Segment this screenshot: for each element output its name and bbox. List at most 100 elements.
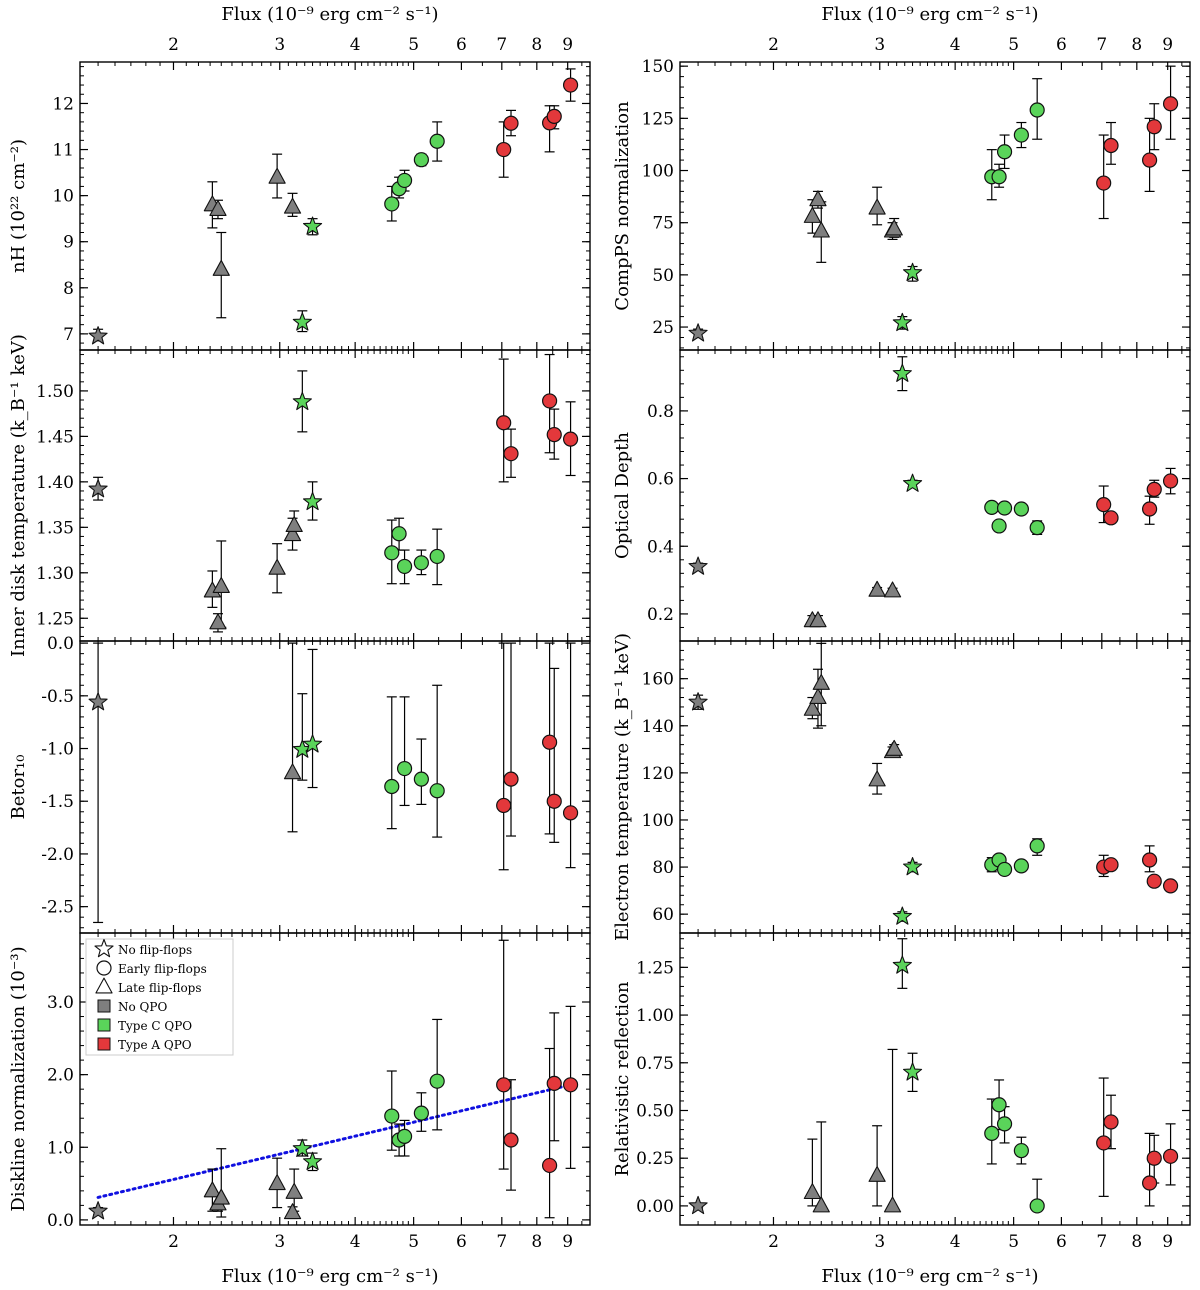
y-tick-label: 1.45 [36, 427, 74, 447]
x-tick-label: 4 [350, 1232, 361, 1252]
star-point-gray [88, 692, 108, 711]
circle-point-red [1141, 1175, 1158, 1191]
x-tick-label: 2 [768, 1232, 779, 1252]
y-tick-label: 1.30 [36, 564, 74, 584]
circle-point-red [1103, 137, 1119, 154]
circle-point-red [496, 141, 512, 158]
y-tick-label: 140 [642, 717, 674, 737]
triangle-point-gray [883, 581, 902, 598]
legend-label-no-flip-flops: No flip-flops [118, 943, 192, 957]
x-tick-label: 5 [1008, 1232, 1019, 1252]
x-tick-label: 4 [950, 1232, 961, 1252]
circle-point-green [1013, 501, 1029, 517]
x-tick-label: 6 [1056, 1232, 1067, 1252]
plot-area [688, 938, 1179, 1215]
star-point-green [902, 473, 923, 492]
error-bar [287, 642, 298, 833]
panel-electron-temperature: 60 80 100 120 140 160 Electron temperature (k_… [612, 633, 1191, 941]
y-tick-label: 0.4 [647, 537, 674, 557]
y-tick-label: 8 [63, 279, 74, 299]
y-tick-label: 0.2 [647, 605, 674, 625]
triangle-point-gray [268, 167, 286, 184]
triangle-point-gray [283, 525, 302, 542]
circle-point-green [991, 1097, 1007, 1113]
error-bar [307, 648, 318, 789]
circle-point-red [1162, 96, 1179, 112]
circle-point-red [1096, 1135, 1112, 1151]
y-ticks: 25 50 75 100 125 150 [642, 57, 1190, 349]
y-tick-label: 0.25 [636, 1149, 674, 1169]
triangle-point-gray [803, 206, 822, 223]
circle-point-green [396, 760, 413, 777]
circle-point-red [503, 771, 519, 787]
y-tick-label: -2.0 [41, 845, 74, 865]
error-bar [386, 696, 397, 830]
x-tick-label: 2 [768, 35, 779, 55]
star-point-gray [688, 1195, 708, 1215]
circle-point-green [984, 1125, 1000, 1141]
circle-point-green [384, 778, 400, 795]
circle-point-red [1146, 1150, 1162, 1166]
plot-area [88, 68, 579, 345]
x-tick-label: 3 [274, 1232, 285, 1252]
y-axis-title: Relativistic reflection [612, 981, 633, 1176]
y-tick-label: 1.00 [636, 1006, 674, 1026]
y-tick-label: 150 [642, 57, 674, 77]
y-tick-label: 0.0 [47, 634, 74, 654]
circle-point-red [1141, 501, 1158, 517]
star-point-green [302, 1151, 323, 1171]
star-point-gray [88, 1201, 108, 1220]
error-bar [549, 667, 560, 843]
x-tick-label: 6 [456, 1232, 467, 1252]
triangle-point-gray [809, 688, 827, 705]
legend-label-type-a-qpo: Type A QPO [118, 1038, 192, 1052]
circle-point-red [1096, 175, 1112, 191]
y-ticks: 0.0 1.0 2.0 3.0 [47, 943, 590, 1231]
circle-point-green [429, 1073, 445, 1089]
y-tick-label: 9 [63, 233, 74, 253]
circle-point-green [996, 500, 1013, 516]
legend: No flip-flops Early flip-flops Late flip… [85, 938, 234, 1056]
plot-area [88, 642, 579, 924]
y-tick-label: 60 [652, 905, 674, 925]
x-tick-label: 7 [1096, 35, 1107, 55]
x-tick-label: 4 [950, 35, 961, 55]
circle-point-red [496, 797, 512, 814]
error-bar [544, 1047, 555, 1219]
x-tick-label: 5 [408, 1232, 419, 1252]
y-axis-title: Inner disk temperature (k_B⁻¹ keV) [8, 334, 29, 657]
triangle-point-gray [883, 1196, 902, 1213]
circle-point-red [541, 1157, 558, 1174]
y-tick-label: 0.8 [647, 402, 674, 422]
circle-point-green [429, 548, 445, 565]
legend-marker-circle [96, 960, 112, 976]
right-bottom-xlabel: Flux (10⁻⁹ erg cm⁻² s⁻¹) [821, 1266, 1038, 1287]
y-tick-label: 50 [652, 266, 674, 286]
y-axis-title: Optical Depth [612, 432, 633, 559]
circle-point-green [391, 526, 407, 542]
triangle-point-gray [885, 739, 903, 756]
y-tick-label: 0.6 [647, 470, 674, 490]
circle-point-red [562, 431, 579, 447]
y-ticks: 0.2 0.4 0.6 0.8 [647, 356, 1190, 642]
circle-point-red [562, 1077, 579, 1093]
triangle-point-gray [885, 219, 903, 236]
circle-point-green [396, 1128, 413, 1144]
y-tick-label: -0.5 [41, 687, 74, 707]
y-axis-title: nH (10²² cm⁻²) [8, 139, 29, 273]
y-tick-label: 1.25 [36, 609, 74, 629]
y-ticks: 7 8 9 10 11 12 [52, 66, 590, 345]
circle-point-red [1162, 473, 1179, 489]
triangle-point-gray [268, 558, 286, 575]
circle-point-red [1141, 852, 1158, 868]
triangle-point-gray [212, 259, 230, 276]
circle-point-red [503, 446, 519, 462]
x-tick-label: 7 [1096, 1232, 1107, 1252]
circle-point-red [1103, 1114, 1119, 1130]
legend-markers [94, 938, 114, 1051]
y-ticks: 0.0 -0.5 -1.0 -1.5 -2.0 -2.5 [41, 634, 590, 929]
circle-point-red [546, 1075, 562, 1091]
y-tick-label: 120 [642, 764, 674, 784]
y-tick-label: 11 [52, 141, 74, 161]
